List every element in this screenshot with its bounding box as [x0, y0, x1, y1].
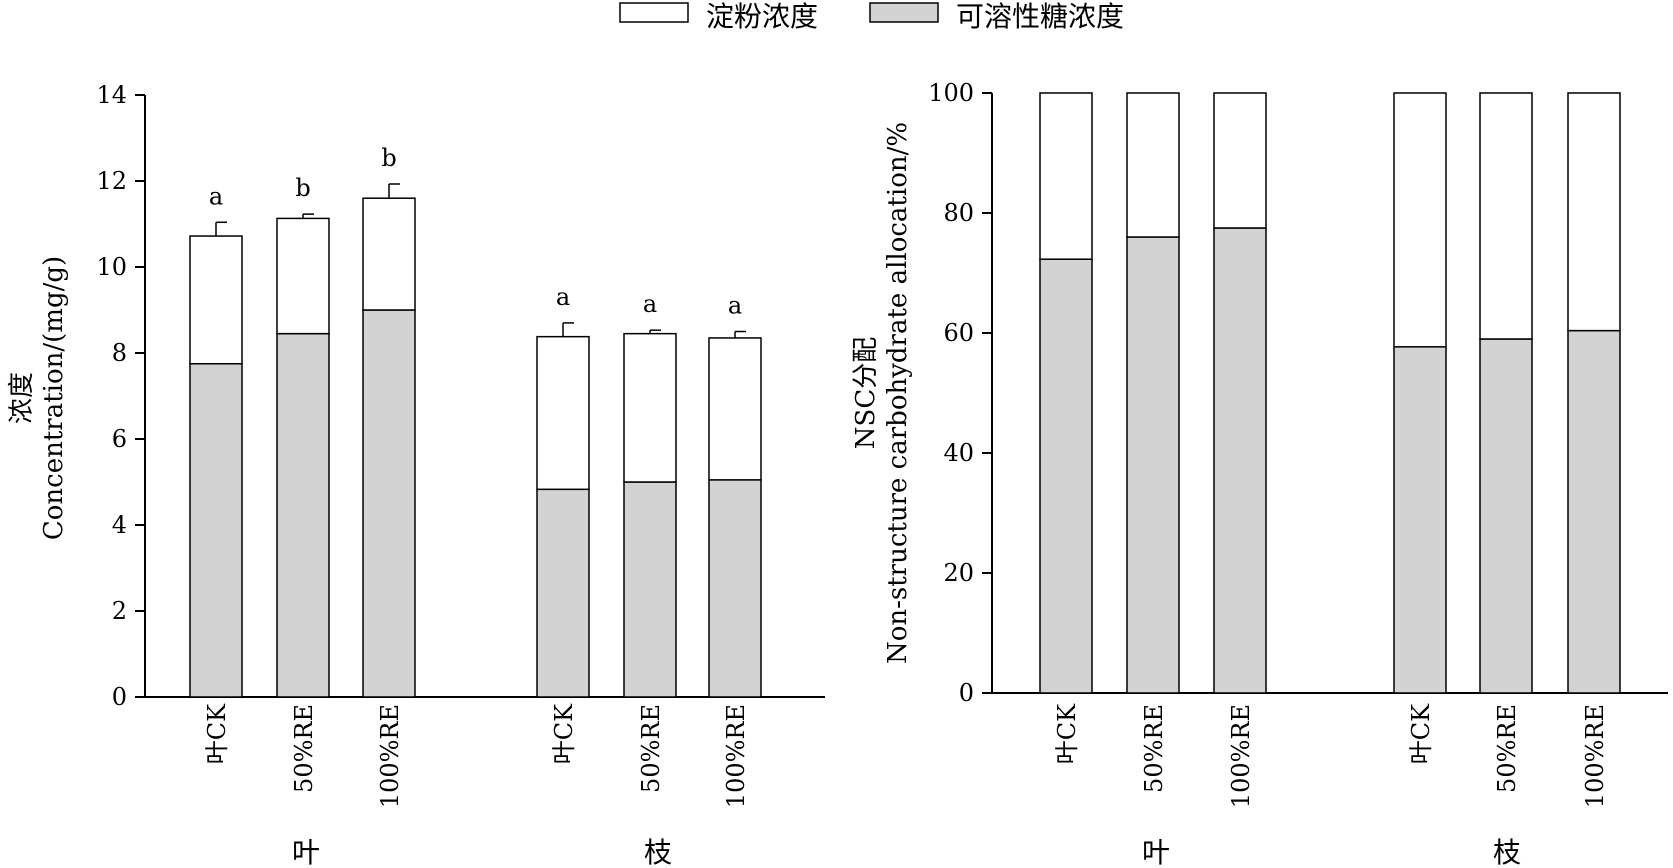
legend-swatch-soluble-sugar	[869, 2, 939, 23]
significance-label: b	[381, 144, 396, 172]
category-label: 100%RE	[1581, 704, 1609, 808]
category-labels: 叶CK 50%RE 100%RE 叶CK 50%RE 100%RE	[203, 703, 750, 808]
legend-label-starch: 淀粉浓度	[706, 0, 818, 33]
y-ticks: 0 20 40 60 80 100	[928, 79, 992, 707]
category-label: 叶CK	[1407, 703, 1435, 764]
bar-starch	[189, 235, 243, 365]
bars	[1039, 92, 1621, 694]
bar-starch	[1039, 92, 1093, 260]
y-axis-label-cn: NSC分配	[851, 337, 881, 449]
y-tick-label: 10	[96, 253, 127, 281]
y-axis-label: Non-structure carbohydrate allocation/%	[883, 122, 913, 664]
category-label: 100%RE	[722, 704, 750, 808]
bar-starch	[1567, 92, 1621, 332]
bar-starch	[362, 197, 416, 311]
significance-label: a	[728, 292, 742, 320]
category-label: 50%RE	[1493, 704, 1521, 793]
bar-soluble-sugar	[623, 481, 677, 698]
bar-starch	[623, 332, 677, 483]
y-tick-label: 14	[96, 81, 127, 109]
y-axis-label: Concentration/(mg/g)	[39, 256, 69, 540]
significance-label: a	[209, 182, 223, 210]
legend: 淀粉浓度 可溶性糖浓度	[619, 0, 1124, 33]
bar-soluble-sugar	[276, 332, 330, 698]
bar-soluble-sugar	[1126, 236, 1180, 694]
bar-soluble-sugar	[536, 488, 590, 698]
category-label: 叶CK	[550, 703, 578, 764]
bar-soluble-sugar	[1479, 338, 1533, 694]
category-label: 50%RE	[637, 704, 665, 793]
group-label-leaf: 叶	[292, 836, 320, 868]
bar-starch	[1479, 92, 1533, 340]
significance-label: a	[643, 290, 657, 318]
bar-soluble-sugar	[1567, 329, 1621, 694]
legend-swatch-starch	[619, 2, 689, 23]
bar-starch	[276, 217, 330, 335]
group-label-branch: 枝	[644, 836, 672, 868]
y-tick-label: 40	[943, 439, 974, 467]
y-tick-label: 60	[943, 319, 974, 347]
bar-starch	[1393, 92, 1447, 348]
bar-soluble-sugar	[1213, 227, 1267, 694]
significance-label: b	[295, 174, 310, 202]
legend-label-soluble-sugar: 可溶性糖浓度	[956, 0, 1124, 33]
chart-concentration: 0 2 4 6 8 10 12 14 a b b a a a 叶CK 50%RE 100%RE 叶CK 50%R…	[7, 81, 825, 868]
category-label: 50%RE	[1140, 704, 1168, 793]
category-label: 100%RE	[376, 704, 404, 808]
group-label-leaf: 叶	[1142, 836, 1170, 868]
category-labels: 叶CK 50%RE 100%RE 叶CK 50%RE 100%RE	[1053, 703, 1609, 808]
y-tick-label: 0	[959, 679, 974, 707]
category-label: 叶CK	[203, 703, 231, 764]
y-tick-label: 0	[112, 683, 127, 711]
bar-soluble-sugar	[708, 479, 762, 698]
category-label: 50%RE	[290, 704, 318, 793]
bar-starch	[536, 335, 590, 491]
y-tick-label: 100	[928, 79, 974, 107]
bar-starch	[1126, 92, 1180, 238]
bar-soluble-sugar	[362, 309, 416, 698]
bar-soluble-sugar	[1393, 346, 1447, 694]
category-label: 100%RE	[1227, 704, 1255, 808]
y-ticks: 0 2 4 6 8 10 12 14	[96, 81, 145, 711]
bars: a b b a a a	[189, 144, 762, 698]
y-tick-label: 12	[96, 167, 127, 195]
category-label: 叶CK	[1053, 703, 1081, 764]
chart-allocation: 0 20 40 60 80 100 叶CK 50%RE 100%RE 叶CK 50%RE 100%R…	[851, 79, 1668, 868]
bar-soluble-sugar	[189, 363, 243, 698]
significance-label: a	[556, 283, 570, 311]
y-tick-label: 2	[112, 597, 127, 625]
y-tick-label: 80	[943, 199, 974, 227]
y-tick-label: 6	[112, 425, 127, 453]
bar-starch	[1213, 92, 1267, 229]
y-tick-label: 20	[943, 559, 974, 587]
y-tick-label: 8	[112, 339, 127, 367]
group-label-branch: 枝	[1493, 836, 1521, 868]
bar-soluble-sugar	[1039, 258, 1093, 694]
bar-starch	[708, 337, 762, 481]
y-axis-label-cn: 浓度	[7, 372, 37, 424]
y-tick-label: 4	[112, 511, 127, 539]
